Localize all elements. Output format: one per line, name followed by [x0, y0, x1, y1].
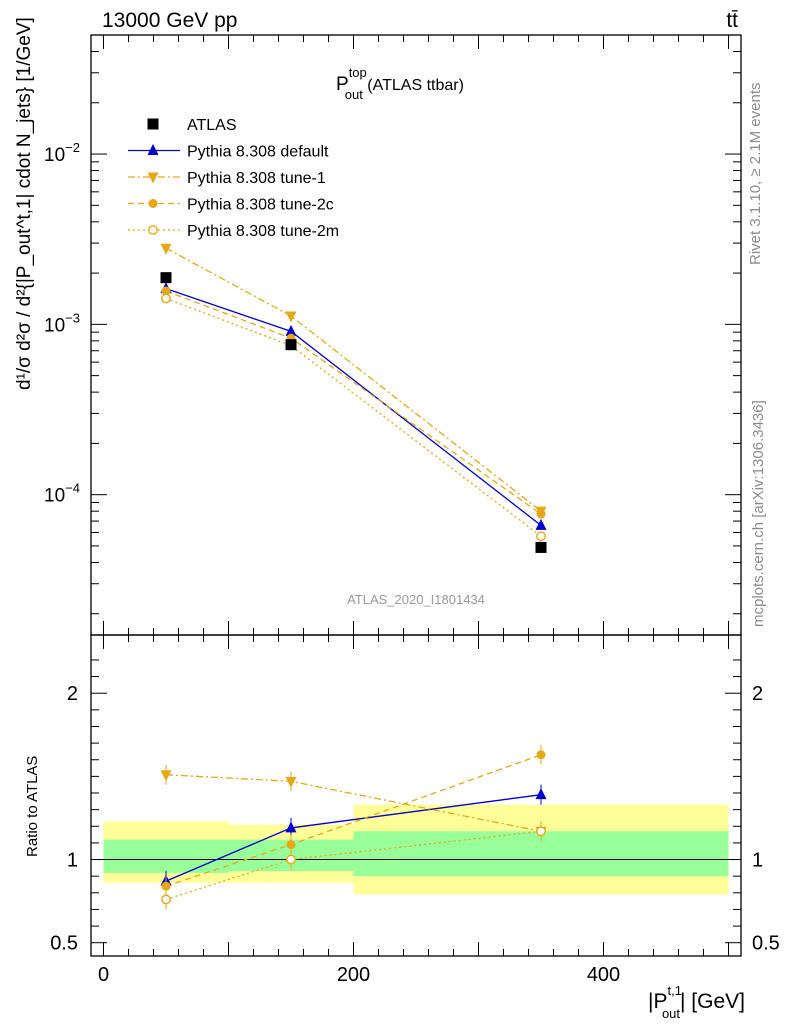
legend-label: Pythia 8.308 default	[187, 144, 329, 161]
mcplots-label: mcplots.cern.ch [arXiv:1306.3436]	[750, 400, 767, 627]
legend-marker	[148, 225, 158, 235]
y-tick-label: 10−2	[44, 140, 80, 166]
main-point	[535, 541, 547, 553]
main-point	[285, 339, 297, 351]
analysis-id: ATLAS_2020_I1801434	[347, 592, 485, 607]
main-point	[285, 324, 297, 336]
ratio-y-tick-label-right: 0.5	[752, 933, 780, 955]
y-tick-label: 10−4	[44, 481, 80, 507]
ratio-point	[536, 826, 546, 837]
ratio-point	[161, 881, 171, 891]
main-series-markers	[160, 243, 547, 553]
ratio-y-tick-label-right: 1	[752, 850, 763, 872]
legend-label: Pythia 8.308 tune-2c	[187, 197, 334, 214]
ratio-point	[286, 840, 296, 850]
main-point	[536, 509, 546, 519]
axis-tick-labels: 0 200 400 10−2 10−3 10−4 0.5 0.5 1 1 2 2	[44, 140, 780, 986]
x-axis-label: |Pt,1 out| [GeV]	[648, 983, 745, 1021]
legend-marker	[148, 199, 158, 208]
ratio-point	[160, 770, 172, 782]
y-axis-label-ratio: Ratio to ATLAS	[24, 756, 41, 857]
main-point	[161, 286, 171, 296]
ratio-point	[161, 894, 171, 905]
legend-marker	[147, 118, 159, 130]
ratio-y-tick-label-right: 2	[752, 683, 763, 705]
main-point	[161, 293, 171, 304]
main-line-2	[165, 247, 542, 512]
legend-label: Pythia 8.308 tune-2m	[187, 223, 339, 240]
main-point	[160, 272, 172, 284]
ratio-y-tick-label: 2	[67, 683, 78, 705]
ratio-point	[286, 854, 296, 865]
ratio-point	[285, 821, 297, 833]
main-line-1	[165, 288, 542, 526]
main-line-4	[165, 297, 542, 537]
uncertainty-bands	[91, 804, 741, 895]
process-label: tt̄	[726, 9, 738, 32]
energy-label: 13000 GeV pp	[102, 9, 237, 32]
legend-label: ATLAS	[187, 117, 237, 134]
main-point	[536, 531, 546, 542]
ratio-series-markers	[160, 744, 547, 910]
y-axis-label-main: d¹/σ d²σ / d²{|P_out^t,1| cdot N_jets} […	[14, 17, 35, 390]
x-tick-label: 400	[587, 964, 620, 986]
main-line-3	[165, 290, 542, 515]
ratio-y-tick-label: 0.5	[50, 933, 78, 955]
x-tick-label: 0	[98, 964, 109, 986]
ratio-y-tick-label: 1	[67, 850, 78, 872]
main-point	[285, 311, 297, 323]
y-tick-label: 10−3	[44, 310, 80, 336]
ratio-point	[285, 776, 297, 788]
ratio-point	[535, 788, 547, 800]
axis-ticks	[91, 34, 741, 956]
main-series-lines	[165, 247, 542, 537]
legend: ATLAS Pythia 8.308 default Pythia 8.308 tu…	[128, 117, 339, 240]
plot-title: Ptop out (ATLAS ttbar)	[336, 65, 464, 102]
x-tick-label: 200	[337, 964, 370, 986]
main-point	[160, 243, 172, 255]
ratio-point	[536, 750, 546, 760]
rivet-version-label: Rivet 3.1.10, ≥ 2.1M events	[747, 83, 764, 266]
legend-marker	[147, 172, 159, 184]
band-inner-0	[103, 839, 229, 873]
ratio-panel	[90, 634, 742, 957]
main-point	[535, 518, 547, 530]
legend-marker	[147, 144, 159, 155]
legend-label: Pythia 8.308 tune-1	[187, 170, 326, 187]
